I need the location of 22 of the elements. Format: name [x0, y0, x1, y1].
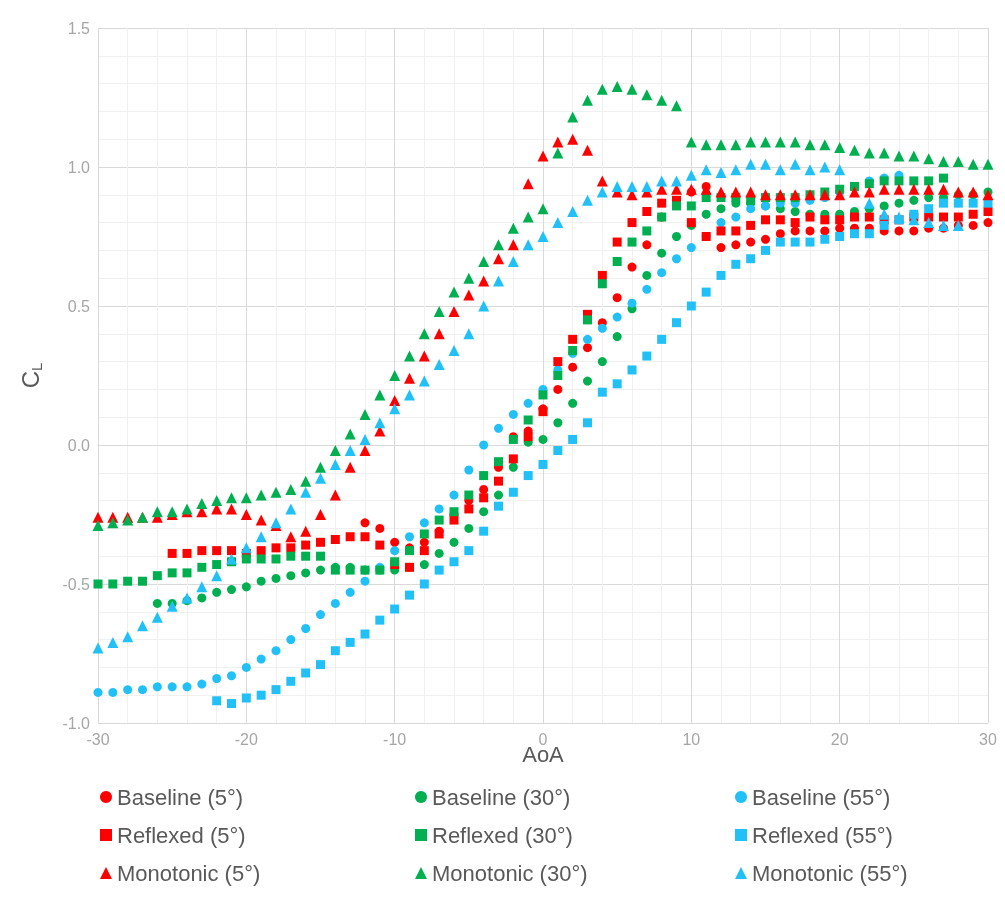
y-tick-label: -1.0 — [62, 714, 91, 732]
x-tick-label: 20 — [830, 730, 849, 748]
y-tick-label: 0.5 — [67, 297, 91, 315]
legend-label: Monotonic (55°) — [752, 860, 908, 886]
legend-label: Reflexed (5°) — [117, 822, 246, 848]
y-tick-label: -0.5 — [62, 575, 91, 593]
y-axis-title: CL — [16, 362, 45, 389]
legend-label: Reflexed (55°) — [752, 822, 893, 848]
x-tick-label: -20 — [234, 730, 258, 748]
x-tick-label: -30 — [86, 730, 110, 748]
legend-label: Monotonic (30°) — [432, 860, 588, 886]
legend-label: Baseline (30°) — [432, 784, 571, 810]
legend-label: Monotonic (5°) — [117, 860, 261, 886]
y-tick-label: 1.0 — [67, 158, 91, 176]
legend-label: Baseline (55°) — [752, 784, 891, 810]
x-tick-label: 10 — [682, 730, 701, 748]
legend-label: Baseline (5°) — [117, 784, 244, 810]
x-tick-label: -10 — [383, 730, 407, 748]
y-tick-label: 0.0 — [67, 436, 91, 454]
y-tick-label: 1.5 — [67, 19, 91, 37]
x-tick-label: 30 — [979, 730, 997, 748]
legend-label: Reflexed (30°) — [432, 822, 573, 848]
